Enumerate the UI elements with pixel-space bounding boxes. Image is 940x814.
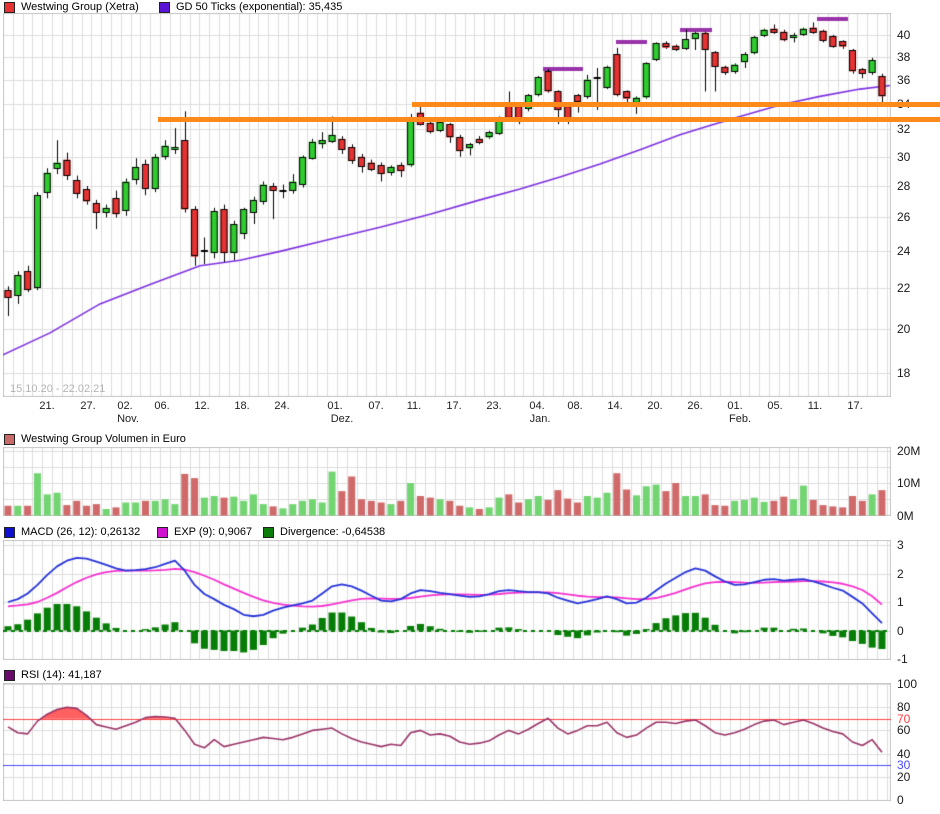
macd-legend: MACD (26, 12): 0,26132 EXP (9): 0,9067 D… [0,526,940,539]
y-axis-tick-label: 60 [897,723,911,738]
volume-swatch-icon [4,433,15,445]
y-axis-tick-label: 2 [897,566,904,581]
y-axis-tick-label: 20M [897,443,921,458]
x-axis-month-label: Nov. [117,413,139,425]
x-axis-day-label: 27. [80,400,96,412]
y-axis-tick-label: 30 [897,758,911,773]
rsi-swatch-icon [4,669,15,681]
rsi-legend: RSI (14): 41,187 [0,669,940,682]
x-axis-day-label: 05. [767,400,783,412]
y-axis-tick-label: 0 [897,623,904,638]
y-axis-tick-label: -1 [897,652,908,666]
y-axis-tick-label: 36 [897,72,911,87]
x-axis-day-label: 18. [234,400,250,412]
y-axis-tick-label: 40 [897,27,911,42]
date-range-label: 15.10.20 - 22.02.21 [10,383,106,395]
x-axis-month-label: Feb. [728,413,752,425]
volume-label: Westwing Group Volumen in Euro [21,433,186,445]
x-axis-month-label: Jan. [529,413,551,425]
y-axis-tick-label: 10M [897,476,921,490]
x-axis-day-label: 23. [486,400,502,412]
resistance-line-lower [158,117,940,122]
y-axis-tick-label: 80 [897,700,911,715]
divergence-swatch-icon [263,526,274,538]
x-axis-day-label: 20. [647,400,663,412]
y-axis-tick-label: 26 [897,210,911,225]
y-axis-tick-label: 100 [897,677,918,691]
y-axis-tick-label: 0 [897,793,904,807]
x-axis-day-label: 08. [567,400,583,412]
y-axis-tick-label: 22 [897,281,911,296]
gd50-swatch-icon [159,1,170,13]
rsi-chart [3,683,891,801]
y-axis-tick-label: 38 [897,49,911,64]
macd-chart [3,540,891,660]
x-axis-day-label: 11. [406,400,422,412]
x-axis-day-label: 21. [39,400,55,412]
gd50-legend-item: GD 50 Ticks (exponential): 35,435 [159,1,342,13]
volume-legend: Westwing Group Volumen in Euro [0,433,940,446]
x-axis-day-label: 14. [607,400,623,412]
exp-label: EXP (9): 0,9067 [174,526,253,538]
exp-swatch-icon [157,526,168,538]
y-axis-tick-label: 28 [897,179,911,194]
y-axis-tick-label: 3 [897,538,904,552]
y-axis-tick-label: 70 [897,711,911,726]
y-axis-tick-label: 32 [897,122,911,137]
x-axis-day-label: 24. [274,400,290,412]
volume-bar-chart [3,447,891,516]
x-axis-day-label: 17. [446,400,462,412]
x-axis-day-label: 11. [807,400,823,412]
price-series-label: Westwing Group (Xetra) [21,1,139,13]
macd-swatch-icon [4,526,15,538]
rsi-label: RSI (14): 41,187 [21,669,102,681]
x-axis-day-label: 12. [194,400,210,412]
y-axis-tick-label: 1 [897,595,904,609]
volume-legend-item: Westwing Group Volumen in Euro [4,433,186,445]
macd-label: MACD (26, 12): 0,26132 [21,526,141,538]
resistance-line-upper [412,102,940,107]
x-axis-day-label: 04. [529,400,545,412]
divergence-label: Divergence: -0,64538 [280,526,386,538]
y-axis-tick-label: 0M [897,508,914,523]
rsi-legend-item: RSI (14): 41,187 [4,669,102,681]
y-axis-tick-label: 24 [897,244,911,259]
y-axis-tick-label: 30 [897,149,911,164]
exp-legend-item: EXP (9): 0,9067 [157,526,252,538]
price-series-swatch-icon [4,1,15,13]
x-axis-day-label: 17. [847,400,863,412]
price-series-legend-item: Westwing Group (Xetra) [4,1,139,13]
price-legend: Westwing Group (Xetra) GD 50 Ticks (expo… [0,1,940,14]
x-axis-day-label: 02. [117,400,133,412]
gd50-label: GD 50 Ticks (exponential): 35,435 [176,1,343,13]
y-axis-tick-label: 20 [897,769,911,784]
x-axis-day-label: 06. [154,400,170,412]
x-axis-day-label: 01. [327,400,343,412]
x-axis-day-label: 26. [687,400,703,412]
x-axis-month-label: Dez. [330,413,354,425]
y-axis-tick-label: 40 [897,746,911,761]
y-axis-tick-label: 18 [897,366,911,381]
macd-legend-item: MACD (26, 12): 0,26132 [4,526,140,538]
x-axis-day-label: 07. [368,400,384,412]
y-axis-tick-label: 20 [897,321,911,336]
price-candlestick-chart [3,13,891,397]
x-axis-day-label: 01. [727,400,743,412]
divergence-legend-item: Divergence: -0,64538 [263,526,385,538]
